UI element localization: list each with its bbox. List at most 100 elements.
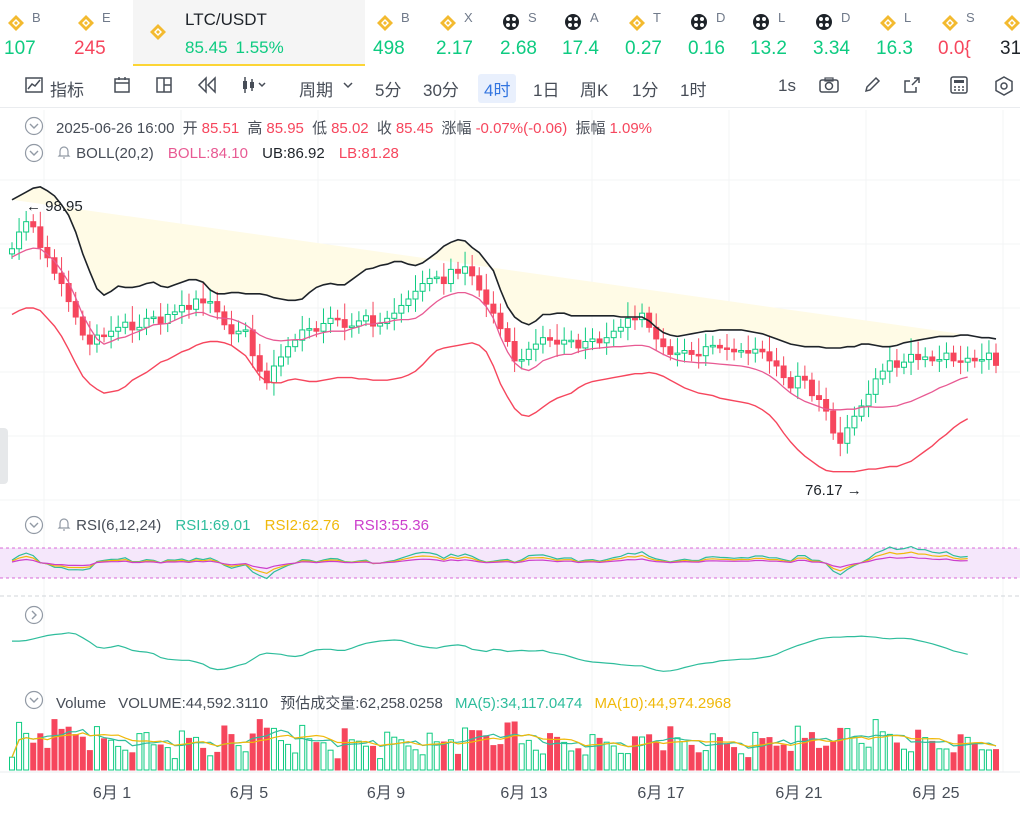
collapse-chevron-icon[interactable] xyxy=(24,116,44,136)
volume-bar xyxy=(964,736,971,771)
x-tick-label: 6月 1 xyxy=(93,785,131,802)
candle-body xyxy=(610,330,617,339)
volume-bar xyxy=(787,750,794,771)
indicator-icon[interactable] xyxy=(24,75,44,100)
candle-body xyxy=(143,317,150,328)
ticker-item[interactable]: E 245 xyxy=(70,0,130,66)
volume-bar xyxy=(313,742,320,771)
low-value: 85.02 xyxy=(331,120,369,137)
candle-body xyxy=(497,312,504,330)
boll-info: BOLL(20,2) BOLL:84.10 UB:86.92 LB:81.28 xyxy=(56,144,403,162)
candle-body xyxy=(171,311,178,315)
speed-selector[interactable]: 1s xyxy=(778,76,796,95)
candle-body xyxy=(200,298,207,304)
volume-bar xyxy=(745,757,752,771)
candle-body xyxy=(185,304,192,310)
ticker-change-pct: 1.55% xyxy=(235,38,284,57)
volume-bar xyxy=(384,731,391,771)
ticker-item[interactable]: T 0.27 xyxy=(621,0,681,66)
interval-1h[interactable]: 1时 xyxy=(680,81,707,100)
draw-pencil-icon[interactable] xyxy=(862,75,882,100)
interval-5m[interactable]: 5分 xyxy=(375,81,402,100)
ticker-price-value: 245 xyxy=(74,38,106,59)
volume-bar xyxy=(801,737,808,771)
coin-logo-icon xyxy=(438,13,458,38)
ticker-item[interactable]: S 0.0{ xyxy=(934,0,994,66)
collapse-chevron-icon[interactable] xyxy=(24,690,44,710)
side-panel-handle[interactable] xyxy=(0,428,8,484)
bell-icon[interactable] xyxy=(56,144,72,160)
candle-body xyxy=(370,315,377,327)
bell-icon[interactable] xyxy=(56,516,72,532)
period-dropdown[interactable]: 周期 xyxy=(299,81,333,100)
interval-week[interactable]: 周K xyxy=(580,81,609,100)
volume-bar xyxy=(631,736,638,771)
settings-gear-icon[interactable] xyxy=(993,75,1015,102)
ticker-price-value: 498 xyxy=(373,38,405,59)
candle-body xyxy=(603,337,610,344)
ticker-item[interactable]: D 0.16 xyxy=(684,0,744,66)
candle-body xyxy=(617,326,624,332)
volume-bar xyxy=(985,749,992,771)
candle-body xyxy=(454,268,461,274)
expand-chevron-icon[interactable] xyxy=(24,605,44,625)
ticker-strip[interactable]: B 107 E 245 LTC/USDT 85.45 1.55% B 498 X 2.17 S 2.68… xyxy=(0,0,1020,66)
volume-bar xyxy=(285,743,292,771)
interval-1d[interactable]: 1日 xyxy=(533,81,560,100)
candle-body xyxy=(681,350,688,354)
ticker-price-value: 0.27 xyxy=(625,38,662,59)
collapse-chevron-icon[interactable] xyxy=(24,143,44,163)
candle-type-icon[interactable] xyxy=(240,75,266,100)
max-price-label: ← 98.95 xyxy=(26,198,83,215)
candle-body xyxy=(426,277,433,285)
interval-1m[interactable]: 1分 xyxy=(632,81,659,100)
indicators-button[interactable]: 指标 xyxy=(50,81,84,100)
ticker-item[interactable]: L 13.2 xyxy=(746,0,806,66)
candle-body xyxy=(702,346,709,357)
ticker-item[interactable]: 31 xyxy=(996,0,1020,66)
interval-4h[interactable]: 4时 xyxy=(478,74,517,103)
candle-body xyxy=(936,359,943,362)
candle-body xyxy=(716,344,723,349)
coin-logo-icon xyxy=(147,22,169,47)
ticker-item[interactable]: S 2.68 xyxy=(496,0,556,66)
rsi3-value: RSI3:55.36 xyxy=(353,517,429,534)
ticker-item[interactable]: L 16.3 xyxy=(872,0,932,66)
ticker-item[interactable]: B 498 xyxy=(369,0,429,66)
volume-bar xyxy=(752,731,759,771)
ticker-item[interactable]: X 2.17 xyxy=(432,0,492,66)
ticker-item[interactable]: B 107 xyxy=(0,0,60,66)
chevron-down-icon[interactable] xyxy=(341,78,355,97)
interval-30m[interactable]: 30分 xyxy=(423,81,459,100)
coin-logo-icon xyxy=(940,13,960,38)
candle-body xyxy=(292,339,299,348)
candle-body xyxy=(306,328,313,331)
layout-icon[interactable] xyxy=(154,75,174,100)
candle-body xyxy=(844,427,851,444)
volume-bar xyxy=(419,754,426,771)
candle-body xyxy=(738,350,745,353)
calculator-icon[interactable] xyxy=(948,75,970,100)
ticker-symbol: D xyxy=(716,10,726,25)
candle-body xyxy=(483,289,490,305)
candle-body xyxy=(256,355,263,372)
volume-bar xyxy=(617,752,624,771)
ticker-item[interactable]: A 17.4 xyxy=(558,0,618,66)
candle-body xyxy=(794,375,801,389)
ticker-item[interactable]: LTC/USDT 85.45 1.55% xyxy=(133,0,365,66)
volume-bar xyxy=(759,738,766,771)
calendar-icon[interactable] xyxy=(112,75,132,100)
volume-bar xyxy=(483,735,490,771)
rewind-icon[interactable] xyxy=(196,75,218,100)
ticker-item[interactable]: D 3.34 xyxy=(809,0,869,66)
camera-icon[interactable] xyxy=(818,75,840,100)
volume-bar xyxy=(780,744,787,771)
candle-body xyxy=(780,365,787,379)
volume-bar xyxy=(9,756,15,771)
candle-body xyxy=(285,346,292,358)
collapse-chevron-icon[interactable] xyxy=(24,515,44,535)
volume-ma10-line xyxy=(11,732,997,758)
popout-icon[interactable] xyxy=(902,75,922,100)
volume-bar xyxy=(900,748,907,771)
